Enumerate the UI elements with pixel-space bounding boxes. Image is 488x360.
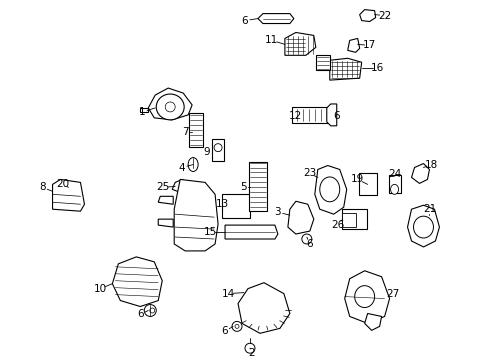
Polygon shape: [112, 257, 162, 306]
Polygon shape: [148, 88, 192, 120]
Bar: [212, 139, 224, 161]
Polygon shape: [315, 55, 329, 70]
Polygon shape: [329, 58, 361, 80]
Polygon shape: [314, 166, 346, 214]
Text: 6: 6: [333, 111, 339, 121]
Text: 6: 6: [241, 15, 248, 26]
Text: 6: 6: [306, 239, 312, 249]
Polygon shape: [285, 32, 315, 55]
Polygon shape: [52, 179, 84, 211]
Ellipse shape: [214, 144, 222, 152]
Ellipse shape: [165, 102, 175, 112]
Ellipse shape: [232, 321, 242, 331]
Text: 1: 1: [139, 107, 145, 117]
Ellipse shape: [156, 94, 184, 120]
Bar: [189, 113, 203, 147]
Bar: [291, 107, 327, 123]
Text: 6: 6: [221, 327, 228, 336]
Ellipse shape: [188, 158, 198, 171]
Polygon shape: [258, 14, 293, 23]
Polygon shape: [344, 271, 389, 323]
Polygon shape: [411, 163, 428, 183]
Text: 3: 3: [274, 207, 281, 217]
Polygon shape: [174, 179, 218, 251]
Ellipse shape: [413, 216, 432, 238]
Polygon shape: [359, 10, 375, 22]
Text: 22: 22: [377, 10, 390, 21]
Text: 26: 26: [330, 220, 344, 230]
Text: 7: 7: [182, 127, 188, 137]
Bar: [358, 174, 376, 195]
Bar: [388, 175, 400, 193]
Text: 9: 9: [203, 147, 210, 157]
Text: 10: 10: [94, 284, 107, 294]
Text: 18: 18: [424, 159, 437, 170]
Text: 20: 20: [56, 179, 69, 189]
Text: 23: 23: [303, 168, 316, 179]
Polygon shape: [224, 225, 277, 239]
Text: 27: 27: [385, 289, 398, 298]
Polygon shape: [364, 314, 381, 330]
Text: 19: 19: [350, 175, 364, 184]
Text: 13: 13: [215, 199, 228, 209]
Polygon shape: [407, 205, 439, 247]
Ellipse shape: [244, 343, 254, 353]
Bar: [248, 162, 266, 211]
Text: 12: 12: [288, 111, 302, 121]
Polygon shape: [347, 39, 359, 52]
Text: 21: 21: [422, 204, 435, 214]
Text: 25: 25: [156, 183, 169, 192]
Polygon shape: [158, 196, 173, 204]
Text: 6: 6: [137, 310, 143, 319]
Ellipse shape: [354, 286, 374, 307]
Text: 15: 15: [203, 227, 216, 237]
Ellipse shape: [235, 324, 239, 328]
Polygon shape: [158, 219, 173, 227]
Polygon shape: [287, 201, 313, 234]
Text: 5: 5: [239, 183, 246, 192]
Polygon shape: [172, 179, 188, 192]
Ellipse shape: [149, 308, 154, 313]
Text: 24: 24: [387, 170, 400, 180]
Text: 4: 4: [179, 162, 185, 172]
Ellipse shape: [319, 177, 339, 202]
Polygon shape: [140, 108, 148, 112]
Text: 16: 16: [370, 63, 384, 73]
Ellipse shape: [390, 184, 398, 194]
Text: 14: 14: [221, 289, 234, 298]
Text: 8: 8: [39, 183, 46, 192]
Polygon shape: [341, 213, 355, 227]
Text: 2: 2: [248, 348, 255, 358]
Polygon shape: [326, 104, 336, 126]
Ellipse shape: [144, 305, 156, 316]
Bar: [222, 194, 249, 218]
Text: 17: 17: [362, 40, 375, 50]
Text: 11: 11: [265, 35, 278, 45]
Polygon shape: [238, 283, 289, 333]
Ellipse shape: [301, 234, 311, 244]
Bar: [342, 209, 366, 229]
